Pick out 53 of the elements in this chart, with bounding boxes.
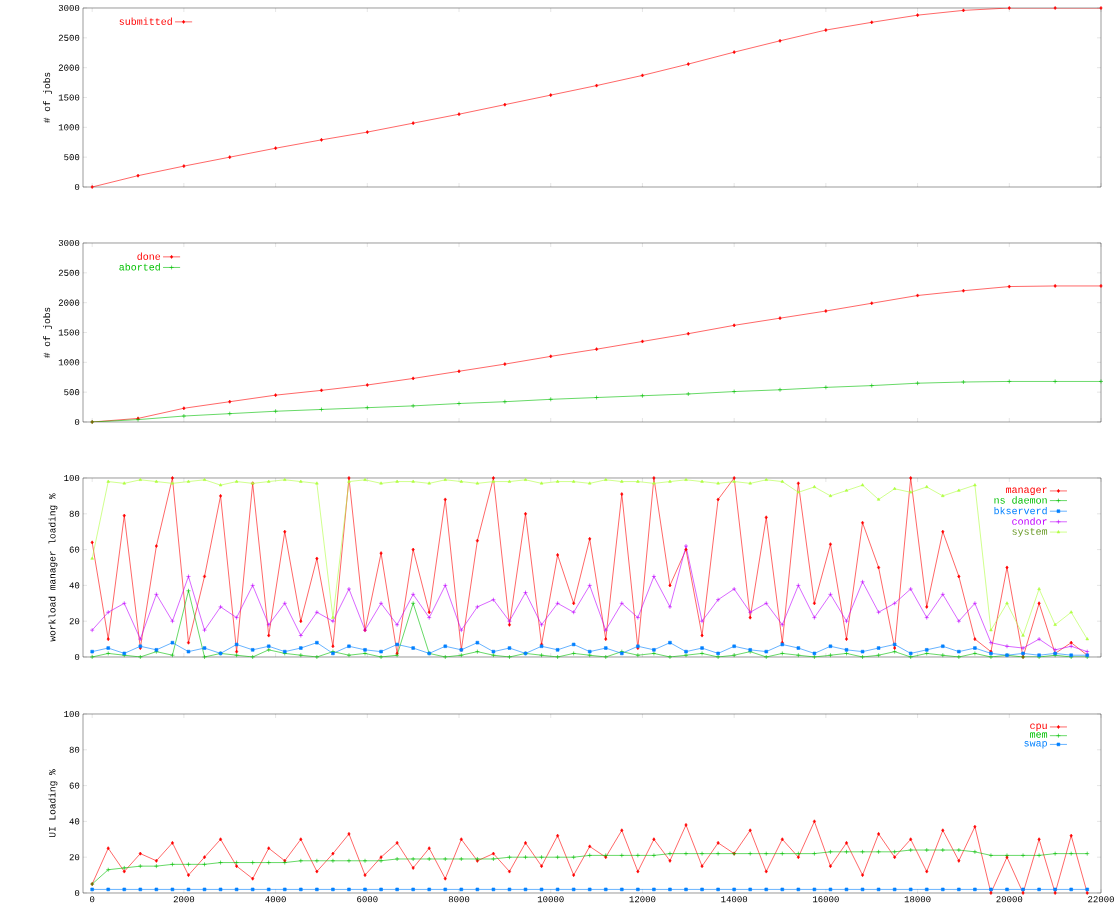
y-tick-label: 1500 [58, 329, 80, 336]
x-tick-label: 22000 [1088, 896, 1114, 903]
x-tick-label: 0 [90, 896, 95, 903]
legend-label: mem [1030, 732, 1048, 738]
y-tick-label: 20 [69, 618, 80, 625]
y-axis-title: workload manager loading % [48, 493, 58, 642]
y-tick-label: 0 [74, 183, 80, 191]
y-tick-label: 40 [69, 818, 80, 825]
y-tick-label: 40 [69, 582, 80, 589]
y-tick-label: 60 [69, 546, 80, 553]
x-tick-label: 16000 [813, 896, 839, 903]
y-tick-label: 80 [69, 746, 80, 753]
y-tick-label: 500 [64, 389, 80, 396]
y-tick-label: 1500 [58, 94, 80, 101]
legend-label: ns daemon [994, 496, 1047, 504]
x-tick-label: 12000 [629, 896, 656, 903]
y-tick-label: 2000 [58, 64, 80, 71]
x-tick-label: 18000 [904, 896, 931, 903]
y-tick-label: 3000 [58, 239, 80, 247]
y-tick-label: 80 [69, 510, 80, 517]
y-tick-label: 500 [64, 154, 80, 161]
y-tick-label: 2500 [58, 34, 80, 41]
x-tick-label: 8000 [448, 896, 470, 903]
x-tick-label: 20000 [996, 896, 1023, 903]
legend-label: done [137, 252, 161, 260]
legend-label: swap [1024, 741, 1047, 749]
legend-label: submitted [119, 17, 172, 25]
legend-label: cpu [1030, 723, 1047, 732]
y-tick-label: 3000 [58, 4, 80, 12]
y-tick-label: 60 [69, 782, 80, 789]
y-tick-label: 0 [74, 889, 80, 897]
y-tick-label: 0 [74, 418, 80, 426]
legend-label: system [1012, 528, 1048, 537]
y-axis-title: # of jobs [43, 307, 53, 358]
y-tick-label: 2500 [58, 269, 80, 276]
x-tick-label: 4000 [265, 896, 286, 903]
y-tick-label: 0 [74, 653, 80, 661]
x-tick-label: 6000 [357, 896, 378, 903]
legend-label: condor [1012, 517, 1047, 525]
y-tick-label: 100 [64, 474, 80, 482]
y-tick-label: 100 [64, 710, 80, 718]
y-tick-label: 20 [69, 854, 80, 861]
y-tick-label: 2000 [58, 299, 80, 306]
x-tick-label: 2000 [173, 896, 195, 903]
y-axis-title: UI Loading % [48, 769, 58, 838]
x-tick-label: 14000 [721, 896, 748, 903]
y-tick-label: 1000 [58, 124, 80, 131]
y-tick-label: 1000 [58, 359, 80, 366]
y-axis-title: # of jobs [43, 72, 53, 123]
legend-label: bkserverd [994, 506, 1047, 515]
x-tick-label: 10000 [537, 896, 564, 903]
legend-label: aborted [119, 263, 160, 271]
legend-label: manager [1006, 487, 1047, 496]
